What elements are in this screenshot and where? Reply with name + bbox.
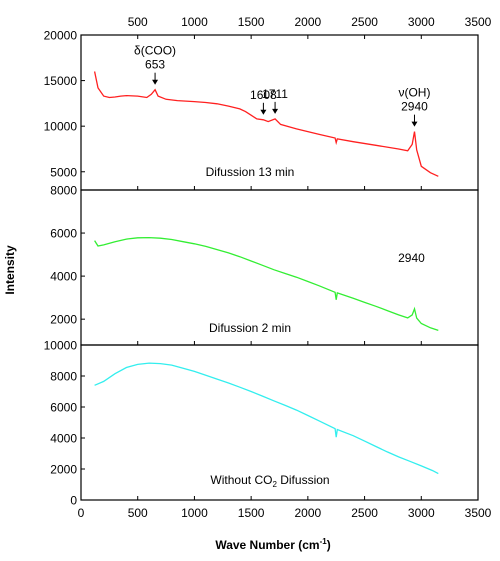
annotation-arrow-head (272, 108, 279, 114)
y-tick-label: 4000 (50, 270, 77, 284)
y-tick-label: 4000 (50, 432, 77, 446)
y-tick-label: 8000 (50, 184, 77, 198)
annotation-label: 1608 (250, 88, 277, 102)
annotation-arrow-head (260, 109, 267, 115)
annotation-label: 2940 (398, 251, 425, 265)
annotation-arrow-head (152, 79, 159, 85)
y-tick-label: 8000 (50, 370, 77, 384)
panel-label-subscript: 2 (272, 480, 277, 489)
top-x-tick-label: 1000 (181, 15, 208, 29)
top-x-tick-label: 3000 (408, 15, 435, 29)
y-tick-label: 10000 (44, 339, 78, 353)
y-tick-label: 15000 (44, 74, 78, 88)
x-tick-label: 2000 (295, 506, 322, 520)
annotation-label: 653 (145, 58, 165, 72)
y-tick-label: 6000 (50, 227, 77, 241)
top-x-tick-label: 2000 (295, 15, 322, 29)
annotation-label: 1711 (262, 87, 288, 101)
y-tick-label: 0 (70, 494, 77, 508)
annotation-label: 2940 (401, 100, 428, 114)
panel-label: Difussion 13 min (206, 165, 295, 179)
x-axis-label: Wave Number (cm-1) (215, 537, 330, 552)
top-x-tick-label: 3500 (465, 15, 492, 29)
y-axis-label: Intensity (3, 245, 17, 295)
panel-3: 0 2000 4000 6000 8000 10000 Without CO2 Difuss… (44, 339, 479, 508)
panel-label-tail: Difussion (277, 473, 330, 487)
x-tick-label: 2500 (351, 506, 378, 520)
panel-label: Without CO2 Difussion (210, 473, 329, 489)
x-tick-label: 1500 (238, 506, 265, 520)
panel-label: Difussion 2 min (209, 321, 291, 335)
x-tick-label: 1000 (181, 506, 208, 520)
panel-label-main: Without CO (210, 473, 272, 487)
panel-frame (80, 344, 479, 501)
series-line (93, 71, 439, 177)
x-axis-label-main: Wave Number (cm (215, 538, 319, 552)
y-tick-label: 6000 (50, 401, 77, 415)
annotation-label: δ(COO) (134, 44, 176, 58)
top-x-tick-label: 2500 (351, 15, 378, 29)
y-tick-label: 5000 (50, 165, 77, 179)
x-axis-label-tail: ) (327, 538, 331, 552)
x-tick-label: 3000 (408, 506, 435, 520)
series-line (94, 362, 439, 475)
x-tick-label: 500 (128, 506, 148, 520)
y-tick-label: 20000 (44, 29, 78, 43)
x-tick-label: 3500 (465, 506, 492, 520)
top-x-tick-label: 500 (128, 15, 148, 29)
panel-1: 5000 10000 15000 20000 Difussion 13 min δ(COO… (44, 29, 479, 191)
y-tick-label: 10000 (44, 120, 78, 134)
x-axis-label-superscript: -1 (320, 537, 328, 546)
top-x-tick-label: 1500 (238, 15, 265, 29)
y-tick-label: 2000 (50, 313, 77, 327)
panel-2: 2000 4000 6000 8000 Difussion 2 min 2940 (50, 184, 479, 346)
series-line (94, 236, 439, 332)
top-x-axis: 500 1000 1500 2000 2500 3000 3500 (128, 15, 492, 39)
annotation-label: ν(OH) (398, 86, 430, 100)
y-tick-label: 2000 (50, 463, 77, 477)
x-tick-label: 0 (78, 506, 85, 520)
annotation-arrow-head (411, 121, 418, 127)
x-axis: 0 500 1000 1500 2000 2500 3000 3500 (78, 506, 492, 520)
